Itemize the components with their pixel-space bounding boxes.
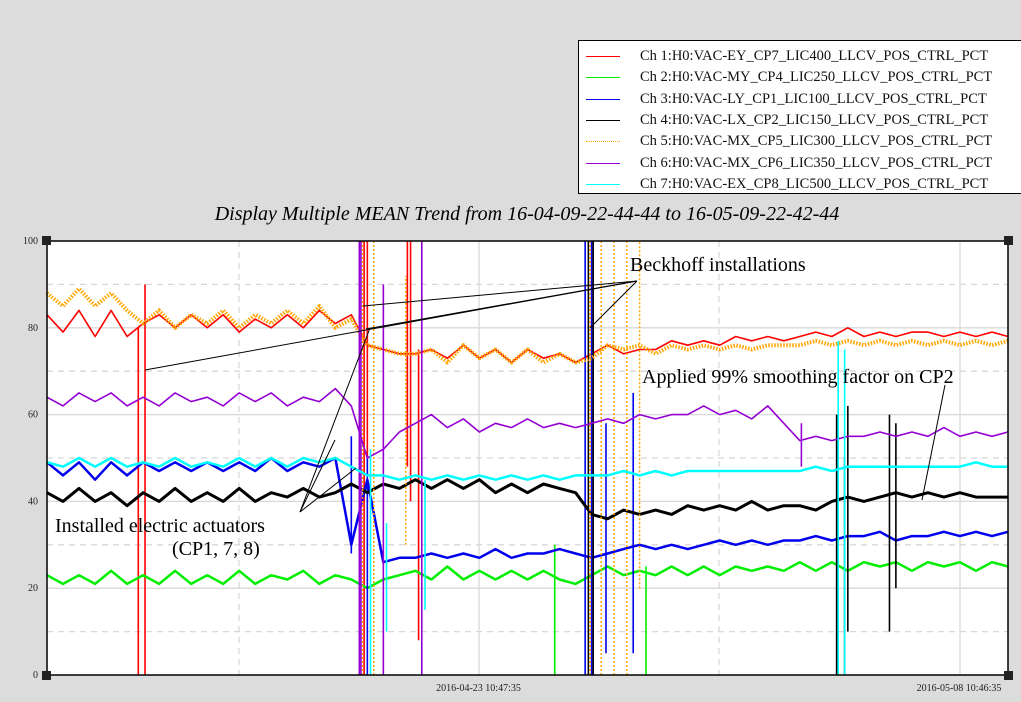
legend-item: Ch 5:H0:VAC-MX_CP5_LIC300_LLCV_POS_CTRL_… bbox=[579, 131, 1021, 152]
legend-swatch bbox=[586, 141, 620, 143]
series-ch-6 bbox=[46, 241, 1009, 675]
series-group bbox=[45, 241, 1009, 675]
legend-label: Ch 7:H0:VAC-EX_CP8_LIC500_LLCV_POS_CTRL_… bbox=[640, 175, 989, 192]
legend-swatch bbox=[586, 98, 620, 100]
legend-swatch bbox=[586, 183, 620, 185]
chart-title: Display Multiple MEAN Trend from 16-04-0… bbox=[214, 203, 840, 225]
x-tick-label: 2016-05-08 10:46:35 bbox=[917, 683, 1002, 694]
corner-handle[interactable] bbox=[1004, 236, 1013, 245]
series-ch-7 bbox=[46, 340, 1008, 675]
y-tick-label: 80 bbox=[28, 323, 38, 334]
x-tick-label: 2016-04-23 10:47:35 bbox=[436, 683, 521, 694]
legend-label: Ch 1:H0:VAC-EY_CP7_LIC400_LLCV_POS_CTRL_… bbox=[640, 48, 989, 65]
corner-handle[interactable] bbox=[42, 236, 51, 245]
legend-label: Ch 2:H0:VAC-MY_CP4_LIC250_LLCV_POS_CTRL_… bbox=[640, 69, 993, 86]
legend-item: Ch 4:H0:VAC-LX_CP2_LIC150_LLCV_POS_CTRL_… bbox=[579, 110, 1021, 131]
y-tick-label: 40 bbox=[28, 496, 38, 507]
legend-swatch bbox=[586, 162, 620, 164]
legend-swatch bbox=[586, 120, 620, 122]
annotation-actuators-cps: (CP1, 7, 8) bbox=[172, 538, 260, 560]
legend-item: Ch 6:H0:VAC-MX_CP6_LIC350_LLCV_POS_CTRL_… bbox=[579, 152, 1021, 173]
legend-label: Ch 4:H0:VAC-LX_CP2_LIC150_LLCV_POS_CTRL_… bbox=[640, 112, 989, 129]
legend-item: Ch 7:H0:VAC-EX_CP8_LIC500_LLCV_POS_CTRL_… bbox=[579, 174, 1021, 195]
y-tick-label: 20 bbox=[28, 583, 38, 594]
series-line bbox=[46, 387, 1009, 459]
legend-item: Ch 1:H0:VAC-EY_CP7_LIC400_LLCV_POS_CTRL_… bbox=[579, 46, 1021, 67]
y-tick-label: 100 bbox=[23, 236, 38, 247]
annotation-smoothing: Applied 99% smoothing factor on CP2 bbox=[642, 366, 954, 388]
legend-label: Ch 3:H0:VAC-LY_CP1_LIC100_LLCV_POS_CTRL_… bbox=[640, 90, 987, 107]
legend-swatch bbox=[586, 56, 620, 58]
legend-item: Ch 3:H0:VAC-LY_CP1_LIC100_LLCV_POS_CTRL_… bbox=[579, 89, 1021, 110]
legend: Ch 1:H0:VAC-EY_CP7_LIC400_LLCV_POS_CTRL_… bbox=[578, 40, 1021, 194]
annotation-beckhoff: Beckhoff installations bbox=[630, 254, 806, 276]
y-tick-label: 60 bbox=[28, 410, 38, 421]
legend-label: Ch 6:H0:VAC-MX_CP6_LIC350_LLCV_POS_CTRL_… bbox=[640, 154, 993, 171]
series-line bbox=[46, 456, 1008, 481]
plot-frame bbox=[46, 240, 1009, 676]
corner-handle[interactable] bbox=[1004, 671, 1013, 680]
corner-handle[interactable] bbox=[42, 671, 51, 680]
legend-swatch bbox=[586, 77, 620, 79]
y-tick-label: 0 bbox=[33, 670, 38, 681]
legend-label: Ch 5:H0:VAC-MX_CP5_LIC300_LLCV_POS_CTRL_… bbox=[640, 133, 993, 150]
legend-item: Ch 2:H0:VAC-MY_CP4_LIC250_LLCV_POS_CTRL_… bbox=[579, 67, 1021, 88]
annotation-actuators: Installed electric actuators bbox=[55, 515, 265, 537]
series-line bbox=[45, 286, 1009, 365]
annotation-pointers bbox=[144, 280, 946, 513]
